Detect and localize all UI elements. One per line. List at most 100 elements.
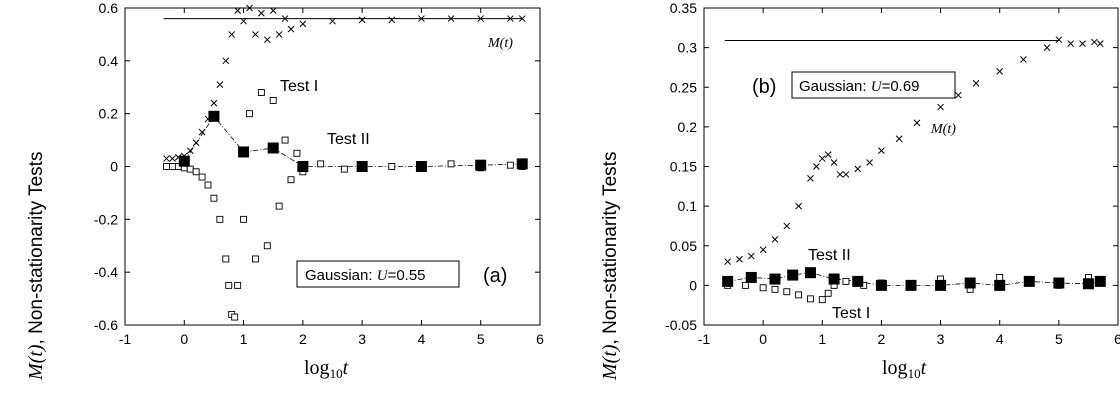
m-point	[736, 255, 743, 263]
panel-a-y-axis-label: M(t), Non-stationarity Tests	[25, 152, 47, 381]
y-tick-label: 0.1	[678, 198, 698, 214]
m-point	[258, 9, 265, 17]
test1-point	[186, 165, 194, 173]
m-point	[252, 31, 259, 38]
test1-point	[287, 176, 295, 184]
m-point	[1090, 38, 1098, 46]
panel-a-legend-box	[296, 260, 460, 288]
test2-point	[1082, 278, 1094, 290]
x-tick-label: 6	[1114, 331, 1120, 347]
panel-a-label-test1: Test I	[280, 78, 318, 95]
m-point	[895, 135, 903, 143]
test1-point	[795, 291, 803, 299]
test2-point	[178, 155, 190, 167]
test1-point	[204, 181, 212, 189]
panel-a-x-axis-label: log10t	[304, 357, 349, 381]
test2-point	[356, 161, 368, 172]
m-point	[281, 15, 289, 22]
panel-b-y-axis-label: M(t), Non-stationarity Tests	[599, 152, 621, 381]
m-point	[269, 7, 277, 14]
test1-point	[281, 136, 289, 144]
m-point	[771, 236, 779, 243]
test2-point	[964, 277, 976, 289]
m-point	[358, 16, 366, 24]
x-tick-label: 6	[536, 331, 544, 347]
test1-point	[293, 149, 301, 157]
x-tick-label: 3	[937, 331, 945, 347]
panel-b-test2-connector	[727, 272, 1101, 286]
test2-point	[208, 110, 220, 122]
test1-point	[198, 173, 206, 181]
test1-point	[263, 242, 271, 250]
test2-point	[415, 161, 427, 172]
panel-a-legend-u: U	[377, 268, 389, 284]
m-point	[263, 36, 271, 44]
panel-a-legend-text: Gaussian: U=0.55	[305, 267, 426, 284]
y-tick-label: 0.2	[99, 106, 119, 122]
test1-point	[842, 277, 850, 285]
test2-point	[516, 158, 528, 170]
test1-point	[275, 202, 283, 210]
test1-point	[741, 281, 749, 289]
test2-point	[475, 159, 487, 171]
x-tick-label: 2	[878, 331, 886, 347]
test1-point	[240, 215, 248, 223]
test2-point	[905, 279, 917, 291]
m-point	[477, 15, 485, 22]
m-point	[1067, 40, 1075, 48]
y-tick-label: 0	[689, 277, 697, 293]
test1-point	[222, 255, 230, 263]
m-point	[724, 258, 732, 265]
panel-b-legend-u: U	[871, 79, 883, 95]
test1-point	[996, 274, 1004, 281]
m-point	[163, 155, 170, 162]
x-tick-label: 0	[759, 331, 767, 347]
m-point	[913, 119, 921, 127]
x-tick-label: 5	[477, 331, 485, 347]
panel-a-ticks	[124, 7, 541, 326]
panel-b-label-test1: Test I	[832, 305, 870, 322]
panel-b-ticks	[703, 7, 1119, 326]
m-point	[830, 159, 838, 166]
panel-a-letter: (a)	[483, 265, 507, 287]
m-point	[186, 147, 194, 155]
y-tick-label: 0.05	[670, 238, 697, 254]
test1-point	[225, 281, 233, 289]
m-point	[1055, 36, 1063, 44]
m-point	[240, 17, 247, 25]
test1-point	[246, 110, 253, 118]
m-point	[246, 4, 253, 12]
x-tick-label: -1	[698, 331, 711, 347]
m-point	[228, 31, 236, 38]
panel-b-label-m: M(t)	[930, 122, 956, 137]
m-point	[447, 15, 455, 22]
y-tick-label: 0.15	[670, 159, 697, 175]
test1-point	[210, 194, 218, 202]
m-point	[783, 222, 791, 230]
panel-b-x-tick-labels: -1 0 1 2 3 4 5 6	[698, 331, 1120, 347]
m-point	[878, 147, 885, 155]
m-point	[842, 171, 850, 178]
panel-b-plot-frame	[703, 7, 1119, 326]
y-tick-label: 0.25	[670, 79, 697, 95]
test1-point	[192, 168, 200, 176]
panel-a-label-test2: Test II	[327, 131, 370, 148]
m-point	[275, 31, 283, 38]
test2-point	[267, 142, 279, 154]
x-tick-label: 0	[180, 331, 188, 347]
test1-point	[818, 296, 826, 304]
panel-b-x-axis-label: log10t	[882, 357, 927, 381]
m-point	[818, 155, 826, 162]
panel-b-letter: (b)	[752, 76, 776, 98]
y-tick-label: -0.05	[665, 317, 697, 333]
panel-b-legend-text: Gaussian: U=0.69	[799, 78, 920, 95]
y-tick-label: 0	[110, 159, 118, 175]
y-tick-label: 0.3	[678, 40, 698, 56]
test1-point	[771, 285, 779, 293]
m-point	[759, 246, 767, 254]
test2-point	[875, 279, 887, 291]
m-point	[1079, 40, 1086, 48]
test1-point	[759, 284, 767, 292]
m-point	[1043, 44, 1051, 51]
